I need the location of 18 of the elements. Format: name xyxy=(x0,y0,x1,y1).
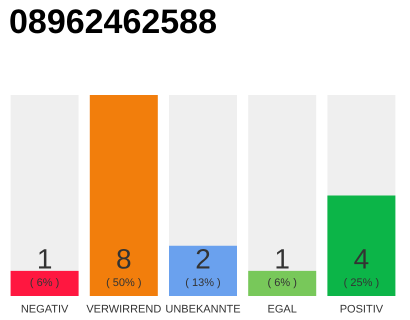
x-tick-label: EGAL xyxy=(268,304,297,316)
chart-title: 08962462588 xyxy=(9,3,218,41)
x-tick-label: VERWIRREND xyxy=(86,304,162,316)
annotation: ( 6% ) xyxy=(268,277,297,289)
data-label: 1 xyxy=(274,244,290,274)
data-label: 4 xyxy=(354,244,370,274)
x-tick-label: NEGATIV xyxy=(20,304,69,316)
annotation: ( 25% ) xyxy=(344,277,380,289)
bar xyxy=(248,270,316,296)
annotation: ( 13% ) xyxy=(185,277,221,289)
annotation: ( 6% ) xyxy=(30,277,60,289)
data-label: 8 xyxy=(116,244,132,274)
data-label: 1 xyxy=(36,244,52,274)
annotation: ( 50% ) xyxy=(106,277,142,289)
x-tick-label: POSITIV xyxy=(340,304,384,316)
data-label: 2 xyxy=(195,244,211,274)
bar xyxy=(10,270,79,296)
x-tick-label: UNBEKANNTE xyxy=(165,304,241,316)
